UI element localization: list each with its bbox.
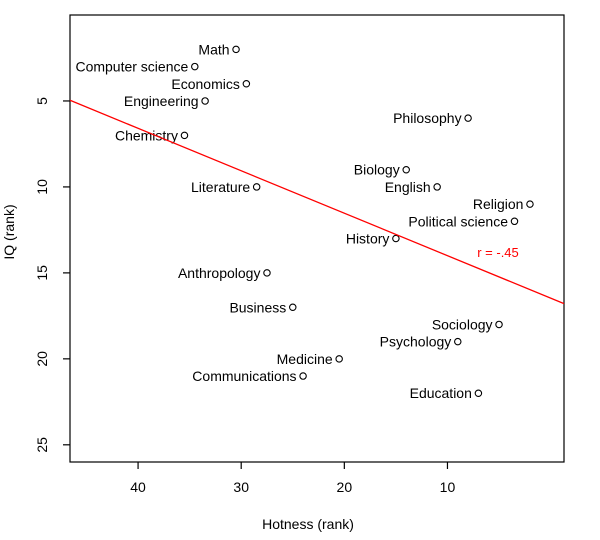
- point-marker: [495, 320, 503, 329]
- y-axis-tick-label: 25: [34, 437, 50, 453]
- point-marker: [433, 183, 441, 191]
- point-marker: [289, 303, 297, 312]
- point-label: Math: [198, 41, 229, 57]
- point-label: Sociology: [432, 316, 493, 332]
- y-axis-tick-label: 5: [34, 97, 50, 105]
- plot-box: [69, 14, 565, 463]
- trend-line: [69, 99, 565, 305]
- x-axis-tick-label: 10: [440, 479, 456, 495]
- point-label: Literature: [191, 179, 250, 195]
- point-label: Anthropology: [178, 265, 261, 281]
- point-marker: [526, 200, 534, 208]
- point-marker: [335, 355, 343, 363]
- point-marker: [263, 269, 271, 277]
- point-marker: [464, 114, 472, 122]
- point-marker: [252, 183, 261, 191]
- y-axis-tick-label: 15: [34, 265, 50, 281]
- point-label: Psychology: [380, 334, 452, 350]
- point-marker: [180, 131, 189, 140]
- x-axis-tick-label: 20: [337, 479, 353, 495]
- point-label: English: [385, 179, 431, 195]
- point-label: Economics: [171, 76, 239, 92]
- point-marker: [392, 234, 400, 243]
- correlation-annotation: r = -.45: [477, 245, 519, 260]
- point-label: Chemistry: [115, 127, 178, 143]
- point-label: Business: [229, 299, 286, 315]
- x-axis-tick-label: 40: [130, 479, 146, 495]
- y-axis-tick-label: 10: [34, 179, 50, 195]
- x-axis-tick-label: 30: [233, 479, 249, 495]
- point-label: History: [346, 231, 390, 247]
- point-marker: [191, 62, 199, 71]
- point-marker: [474, 389, 483, 397]
- point-label: Computer science: [75, 59, 188, 75]
- y-axis-tick-label: 20: [34, 351, 50, 367]
- point-label: Religion: [473, 196, 524, 212]
- point-label: Communications: [192, 368, 296, 384]
- point-marker: [242, 80, 251, 88]
- point-label: Political science: [408, 213, 508, 229]
- point-label: Philosophy: [393, 110, 462, 126]
- y-axis-title: IQ (rank): [1, 204, 17, 259]
- x-axis-title: Hotness (rank): [262, 516, 354, 532]
- point-marker: [510, 217, 519, 226]
- point-marker: [201, 97, 209, 105]
- point-label: Engineering: [124, 93, 199, 109]
- point-marker: [402, 165, 410, 174]
- point-marker: [299, 372, 307, 380]
- point-label: Medicine: [277, 351, 333, 367]
- point-label: Biology: [354, 162, 400, 178]
- point-marker: [232, 45, 240, 54]
- point-marker: [454, 337, 462, 346]
- point-label: Education: [410, 385, 472, 401]
